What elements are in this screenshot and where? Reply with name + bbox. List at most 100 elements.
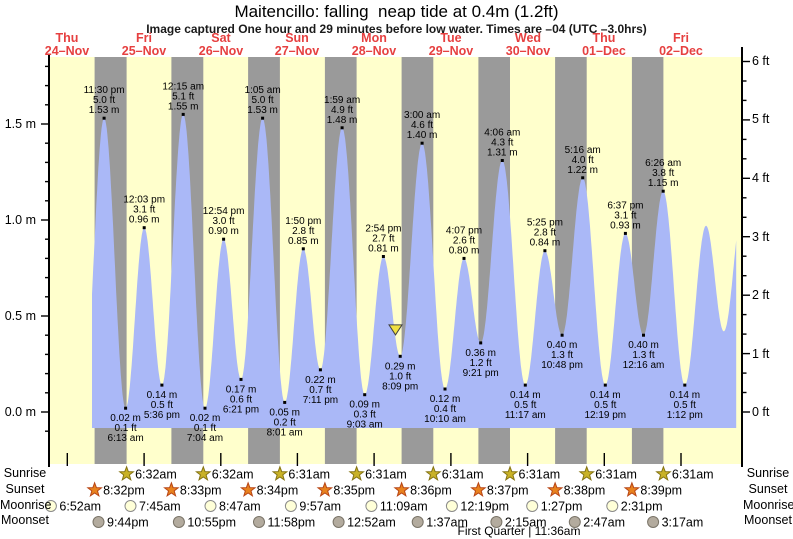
sunset-time: 8:37pm xyxy=(487,484,529,498)
day-name: Sun xyxy=(285,31,309,45)
sunset-row-label: Sunset xyxy=(5,482,45,496)
low-tide-label: 7:04 am xyxy=(187,433,223,444)
high-tide-label: 0.84 m xyxy=(530,238,561,249)
low-tide-label: 0.5 ft xyxy=(594,400,616,411)
low-tide-label: 0.17 m xyxy=(226,384,257,395)
low-tide-label: 0.2 ft xyxy=(274,417,296,428)
extreme-dot xyxy=(381,255,385,258)
extreme-dot xyxy=(318,368,322,372)
high-tide-label: 5:16 am xyxy=(565,145,601,156)
moonset-time: 1:37am xyxy=(426,516,468,530)
day-label: Mon 28–Nov xyxy=(336,32,412,58)
high-tide-label: 1.48 m xyxy=(327,115,358,126)
low-tide-label: 11:17 am xyxy=(505,410,546,421)
sunrise-star xyxy=(501,465,519,481)
y-axis-label-ft: 6 ft xyxy=(752,54,770,68)
day-date: 27–Nov xyxy=(274,44,320,58)
sunrise-time: 6:31am xyxy=(519,468,561,482)
low-tide-label: 0.3 ft xyxy=(354,410,376,421)
sunrise-time: 6:31am xyxy=(365,468,407,482)
sunrise-time: 6:31am xyxy=(672,468,714,482)
high-tide-label: 1:50 pm xyxy=(285,216,321,227)
sunset-star xyxy=(163,481,180,497)
day-date: 01–Dec xyxy=(582,44,626,58)
day-label: Sat 26–Nov xyxy=(183,32,259,58)
moonrise-circle xyxy=(445,500,458,512)
extreme-dot xyxy=(283,400,287,404)
moonset-time: 11:58pm xyxy=(268,516,316,530)
sunrise-star xyxy=(425,465,442,481)
low-tide-label: 1.2 ft xyxy=(470,358,492,369)
day-label: Thu 24–Nov xyxy=(29,32,105,58)
moonset-circle xyxy=(411,516,424,528)
high-tide-label: 4:07 pm xyxy=(446,225,482,236)
moonrise-circle xyxy=(284,500,297,512)
low-tide-label: 6:13 am xyxy=(108,433,144,444)
sunset-row-label-right: Sunset xyxy=(748,482,788,496)
low-tide-label: 0.29 m xyxy=(385,361,416,372)
y-axis-label-m: 1.5 m xyxy=(4,117,36,131)
high-tide-label: 3:00 am xyxy=(404,110,440,121)
high-tide-label: 4:06 am xyxy=(484,128,520,139)
high-tide-label: 5:25 pm xyxy=(527,218,563,229)
extreme-dot xyxy=(443,387,447,391)
low-tide-label: 10:10 am xyxy=(424,414,466,425)
high-tide-label: 4.6 ft xyxy=(411,120,433,131)
moonrise-circle xyxy=(124,500,137,512)
day-label: Fri 02–Dec xyxy=(643,32,719,58)
low-tide-label: 0.02 m xyxy=(190,413,221,424)
high-tide-label: 4.3 ft xyxy=(491,138,513,149)
low-tide-label: 0.7 ft xyxy=(309,385,331,396)
low-tide-label: 0.05 m xyxy=(269,407,300,418)
high-tide-label: 12:15 am xyxy=(162,81,204,92)
low-tide-label: 0.14 m xyxy=(590,390,621,401)
extreme-dot xyxy=(160,383,164,387)
high-tide-label: 5.0 ft xyxy=(251,95,273,106)
high-tide-label: 4.9 ft xyxy=(331,105,353,116)
extreme-dot xyxy=(462,256,466,260)
moonrise-circle xyxy=(365,500,378,512)
low-tide-label: 0.14 m xyxy=(510,390,541,401)
sunset-star xyxy=(623,481,641,497)
moonrise-row-label-right: Moonrise xyxy=(743,498,793,512)
high-tide-label: 0.93 m xyxy=(610,220,641,231)
moonset-circle xyxy=(647,516,660,528)
high-tide-label: 1.40 m xyxy=(407,130,438,141)
extreme-dot xyxy=(261,116,265,120)
sunrise-star xyxy=(655,465,672,481)
day-label: Wed 30–Nov xyxy=(490,32,566,58)
sunrise-time: 6:31am xyxy=(288,468,330,482)
low-tide-label: 12:16 am xyxy=(623,360,665,371)
low-tide-label: 0.5 ft xyxy=(151,400,173,411)
extreme-dot xyxy=(102,116,106,120)
day-date: 29–Nov xyxy=(428,44,474,58)
low-tide-label: 0.12 m xyxy=(430,394,461,405)
high-tide-label: 1.15 m xyxy=(648,178,679,189)
day-name: Tue xyxy=(440,31,462,45)
moonrise-circle xyxy=(526,500,539,512)
moonset-time: 3:17am xyxy=(662,516,704,530)
extreme-dot xyxy=(543,249,547,253)
moonset-circle xyxy=(172,516,185,528)
day-name: Wed xyxy=(514,31,542,45)
y-axis-label-ft: 4 ft xyxy=(752,171,770,185)
moonset-time: 9:44pm xyxy=(107,516,149,530)
moonrise-time: 11:09am xyxy=(380,500,428,514)
extreme-dot xyxy=(340,126,344,130)
extreme-dot xyxy=(500,159,504,162)
day-date: 26–Nov xyxy=(198,44,244,58)
day-name: Sat xyxy=(211,31,231,45)
high-tide-label: 2.6 ft xyxy=(453,235,475,246)
low-tide-label: 0.5 ft xyxy=(514,400,536,411)
current-time-marker xyxy=(388,324,403,336)
day-label: Sun 27–Nov xyxy=(259,32,335,58)
extreme-dot xyxy=(560,333,564,337)
day-date: 25–Nov xyxy=(121,44,167,58)
sunset-star xyxy=(239,481,257,497)
low-tide-label: 0.36 m xyxy=(465,348,496,359)
y-axis-label-ft: 5 ft xyxy=(752,112,770,126)
high-tide-label: 3.8 ft xyxy=(652,168,674,179)
day-name: Fri xyxy=(136,31,152,45)
low-tide-label: 0.5 ft xyxy=(674,400,696,411)
